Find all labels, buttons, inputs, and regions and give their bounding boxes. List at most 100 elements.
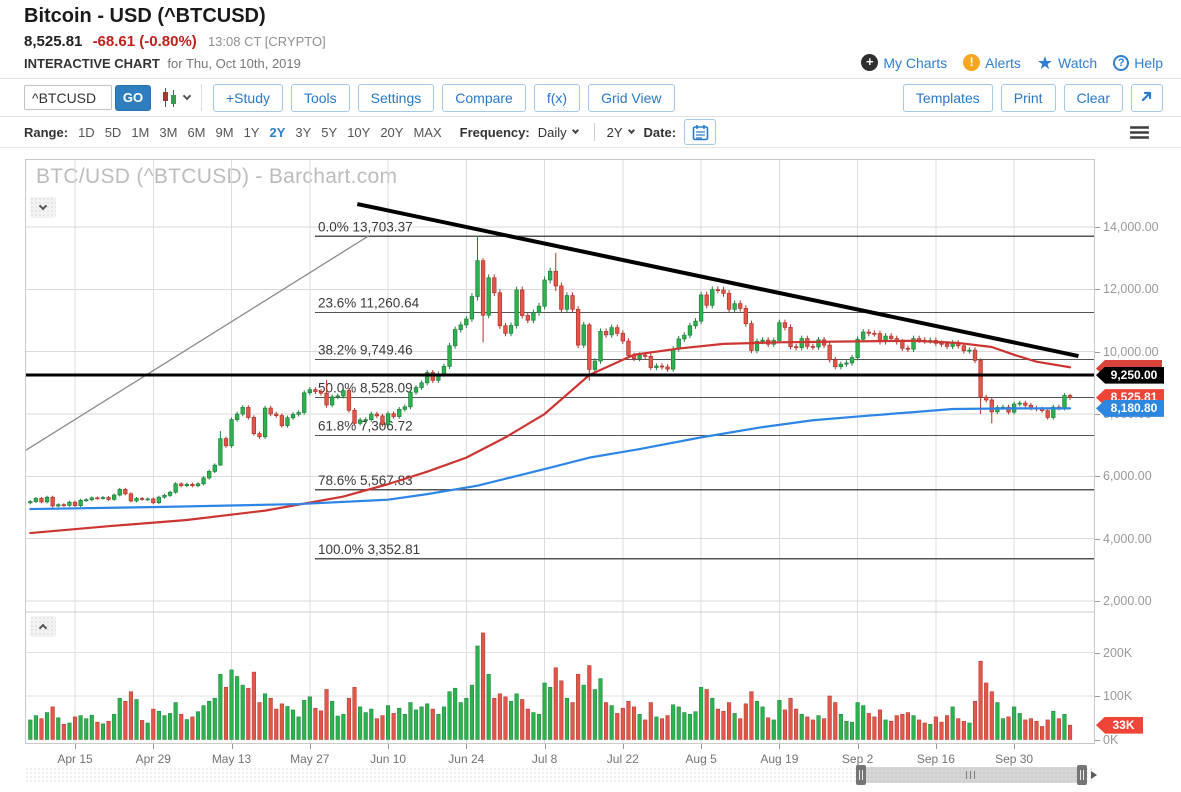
diagonal-arrow-icon <box>1141 91 1152 102</box>
symbol-input[interactable] <box>24 85 112 110</box>
chart-scrollbar[interactable] <box>25 765 1097 785</box>
range-option-6M[interactable]: 6M <box>187 124 206 140</box>
range-option-3M[interactable]: 3M <box>159 124 178 140</box>
header-link-help[interactable]: ? Help <box>1113 54 1163 71</box>
quote-header: Bitcoin - USD (^BTCUSD) 8,525.81 -68.61 … <box>0 0 1181 79</box>
section-label: INTERACTIVE CHART <box>24 56 160 71</box>
y-axis-tick <box>1095 414 1100 415</box>
x-axis-tick <box>75 744 76 749</box>
x-axis-tick <box>701 744 703 749</box>
chevron-down-icon <box>571 126 579 135</box>
aggregation-dropdown[interactable]: 2Y <box>606 124 635 140</box>
toolbar-button-print[interactable]: Print <box>1000 83 1056 112</box>
y-axis-label: 6,000.00 <box>1103 469 1152 484</box>
y-axis-label: 2,000.00 <box>1103 594 1152 608</box>
range-option-MAX[interactable]: MAX <box>413 124 442 140</box>
fib-level-label: 0.0% 13,703.37 <box>318 219 413 234</box>
toolbar-buttons-right: Templates Print Clear <box>902 83 1163 112</box>
x-axis-label: Sep 30 <box>995 752 1034 766</box>
x-axis-label: Jul 22 <box>606 752 639 766</box>
range-label: Range: <box>24 124 69 140</box>
y-axis-label: 10,000.00 <box>1103 344 1159 359</box>
scrollbar-right-arrow-icon[interactable] <box>1091 771 1097 779</box>
fib-level-label: 50.0% 8,528.09 <box>318 381 413 396</box>
toolbar-button-templates[interactable]: Templates <box>902 83 993 112</box>
x-axis-tick <box>935 744 937 749</box>
alert-icon: ! <box>963 54 981 71</box>
fib-level-label: 23.6% 11,260.64 <box>318 295 420 310</box>
fib-level-label: 100.0% 3,352.81 <box>318 542 420 557</box>
toolbar-button-compare[interactable]: Compare <box>442 83 526 112</box>
x-axis-label: Jul 8 <box>531 752 558 766</box>
header-link-watch[interactable]: ★ Watch <box>1036 52 1098 73</box>
volume-axis-label: 100K <box>1103 689 1133 703</box>
aggregation-value: 2Y <box>606 124 623 140</box>
volume-axis-tick <box>1095 652 1100 654</box>
y-axis-label: 12,000.00 <box>1103 282 1159 297</box>
blue-ma-tag: 8,180.80 <box>1096 399 1164 417</box>
header-link-alerts[interactable]: ! Alerts <box>963 54 1021 71</box>
hamburger-menu-icon[interactable] <box>1130 124 1149 141</box>
x-axis-label: Aug 5 <box>685 752 717 766</box>
volume-tag: 33K <box>1096 716 1143 734</box>
toolbar-button-settings[interactable]: Settings <box>357 83 435 112</box>
toolbar-button-tools[interactable]: Tools <box>290 83 350 112</box>
popout-chart-button[interactable] <box>1131 83 1163 112</box>
plus-circle-icon: + <box>861 54 879 71</box>
header-link-my-charts[interactable]: + My Charts <box>861 54 947 71</box>
toolbar-button-fx[interactable]: f(x) <box>533 83 581 112</box>
volume-axis-label: 0K <box>1103 732 1119 747</box>
range-option-5Y[interactable]: 5Y <box>321 124 338 140</box>
x-axis-tick <box>1014 744 1016 749</box>
quote-timestamp: 13:08 CT [CRYPTO] <box>207 34 326 49</box>
fib-level-label: 38.2% 9,749.46 <box>318 342 413 357</box>
x-axis-tick <box>857 744 859 749</box>
x-axis-label: Apr 15 <box>57 752 93 766</box>
x-axis-label: Jun 24 <box>448 752 485 766</box>
collapse-volume-pane-button[interactable] <box>30 616 56 637</box>
scrollbar-track[interactable] <box>856 765 1087 785</box>
date-label: Date: <box>643 124 677 140</box>
toolbar-button-gridview[interactable]: Grid View <box>588 83 675 112</box>
chart-type-chevron-down-icon[interactable] <box>182 91 192 101</box>
range-option-9M[interactable]: 9M <box>215 124 234 140</box>
x-axis-label: Sep 2 <box>841 752 874 766</box>
volume-axis-tick <box>1095 696 1100 697</box>
x-axis-tick <box>622 744 624 749</box>
chart-type-candlestick-icon[interactable] <box>161 88 178 107</box>
price-change: -68.61 (-0.80%) <box>92 33 197 50</box>
range-option-3Y[interactable]: 3Y <box>295 124 312 140</box>
volume-axis-tick <box>1095 739 1100 741</box>
right-price-axis: 14,000.0012,000.0010,000.008,000.006,000… <box>1095 155 1181 775</box>
collapse-price-pane-button[interactable] <box>30 197 56 218</box>
chart-area[interactable]: BTC/USD (^BTCUSD) - Barchart.com 0.0% 13… <box>0 155 1181 791</box>
scrollbar-right-handle[interactable] <box>1077 765 1087 785</box>
header-links: + My Charts ! Alerts ★ Watch ? Help <box>861 52 1163 73</box>
range-option-20Y[interactable]: 20Y <box>380 124 404 140</box>
chevron-up-icon <box>38 623 48 633</box>
price-volume-plot[interactable]: 0.0% 13,703.37 23.6% 11,260.64 38.2% 9,749… <box>25 159 1095 744</box>
range-option-10Y[interactable]: 10Y <box>347 124 371 140</box>
range-option-1M[interactable]: 1M <box>131 124 150 140</box>
scrollbar-left-handle[interactable] <box>856 765 866 785</box>
date-picker-button[interactable] <box>684 119 717 145</box>
section-line: INTERACTIVE CHART for Thu, Oct 10th, 201… <box>24 56 301 71</box>
go-button[interactable]: GO <box>115 84 151 111</box>
chart-watermark: BTC/USD (^BTCUSD) - Barchart.com <box>36 165 398 188</box>
x-axis-tick <box>466 744 468 749</box>
range-option-5D[interactable]: 5D <box>104 124 122 140</box>
x-axis-label: Apr 29 <box>135 752 171 766</box>
x-axis-tick <box>544 744 546 749</box>
range-options: 1D 5D 1M 3M 6M 9M 1Y 2Y 3Y 5Y 10Y 20Y MAX <box>78 125 452 140</box>
frequency-label: Frequency: <box>459 124 530 140</box>
range-option-2Y[interactable]: 2Y <box>269 124 286 140</box>
range-option-1Y[interactable]: 1Y <box>243 124 260 140</box>
toolbar-button-clear[interactable]: Clear <box>1063 83 1123 112</box>
toolbar-button-study[interactable]: +Study <box>213 83 283 112</box>
range-bar: Range: 1D 5D 1M 3M 6M 9M 1Y 2Y 3Y 5Y 10Y 20Y MAX Fre… <box>0 117 1181 148</box>
frequency-dropdown[interactable]: Daily <box>538 125 579 140</box>
x-axis-label: Jun 10 <box>370 752 407 766</box>
x-axis-label: Aug 19 <box>760 752 799 766</box>
range-option-1D[interactable]: 1D <box>78 124 95 140</box>
section-date: for Thu, Oct 10th, 2019 <box>167 56 301 71</box>
